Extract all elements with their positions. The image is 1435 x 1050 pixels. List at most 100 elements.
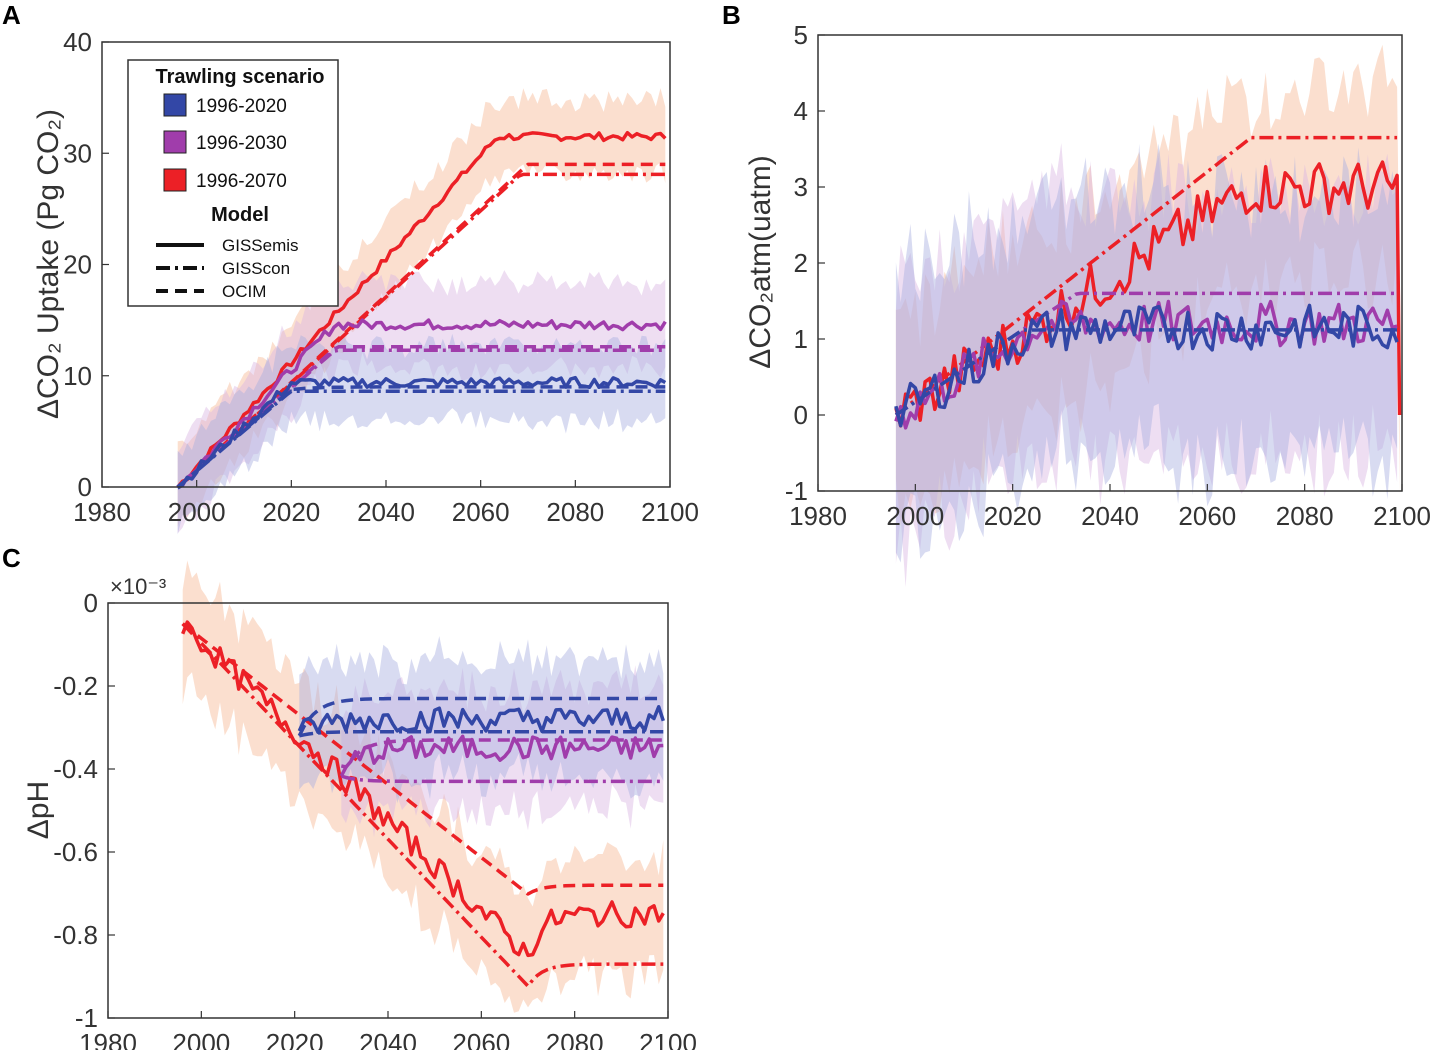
series-1996-2030-GISSemis (340, 734, 664, 769)
legend-model-2: GISScon (222, 259, 290, 278)
y-tick-label: -0.4 (53, 754, 98, 784)
y-tick-label: 0 (794, 400, 808, 430)
series-1996-2030-GISSemis (894, 299, 1398, 430)
x-tick-label: 2000 (172, 1028, 230, 1050)
panel-a-lines (176, 130, 667, 490)
band-1996-2020 (299, 636, 664, 804)
panel-a-ylabel: ΔCO₂ Uptake (Pg CO₂) (32, 109, 65, 419)
x-tick-label: 2040 (359, 1028, 417, 1050)
panel-a-ylabel-text: ΔCO₂ Uptake (Pg CO₂) (32, 109, 65, 419)
y-tick-label: 10 (63, 361, 92, 391)
series-1996-2030-OCIM (176, 345, 666, 489)
series-1996-2030-GISScon (340, 774, 664, 784)
panel-b-lines (894, 135, 1402, 430)
series-1996-2020-GISSemis (297, 705, 665, 734)
legend-box (127, 59, 339, 307)
panel-c-ticks: 1980 2000 2020 2040 2060 2080 2100 -1 -0.8 -0.6 -0… (53, 588, 697, 1050)
panel-c-bands (182, 560, 664, 1013)
series-1996-2070-GISScon (894, 135, 1398, 417)
series-1996-2030-GISSemis (177, 318, 667, 490)
y-tick-label: 2 (794, 248, 808, 278)
legend-swatch-blue (163, 93, 187, 117)
series-1996-2070-GISSemis (176, 130, 667, 489)
band-1996-2070 (182, 560, 664, 1013)
legend-scenario-1: 1996-2020 (196, 96, 287, 117)
panel-c: C 1980 2000 2020 2040 2060 2080 2100 -1 -0.8 -0.6… (2, 543, 697, 1050)
series-1996-2070-OCIM (181, 622, 664, 896)
series-1996-2020-OCIM (297, 696, 664, 737)
legend-model-1: GISSemis (222, 236, 299, 255)
panel-c-yunit: ×10⁻³ (110, 574, 166, 599)
series-1996-2020-GISScon (176, 389, 666, 489)
y-tick-label: -1 (785, 476, 808, 506)
band-1996-2030 (895, 143, 1398, 588)
series-1996-2070-GISScon (181, 622, 664, 988)
x-tick-label: 2100 (1373, 501, 1431, 531)
series-1996-2020-GISScon (298, 729, 664, 738)
y-tick-label: 20 (63, 250, 92, 280)
panel-b-ylabel-text: ΔCO₂atm(uatm) (744, 155, 777, 368)
series-1996-2020-OCIM (176, 385, 666, 489)
band-1996-2070 (895, 44, 1400, 527)
series-1996-2070-OCIM (176, 162, 666, 489)
legend-scenario-3: 1996-2070 (196, 171, 287, 192)
panel-c-lines (181, 620, 665, 988)
x-tick-label: 1980 (79, 1028, 137, 1050)
legend-title: Trawling scenario (156, 66, 325, 88)
x-tick-label: 2100 (641, 497, 699, 527)
panel-label-b: B (722, 0, 741, 30)
legend-model-title: Model (211, 204, 269, 226)
series-1996-2030-OCIM (339, 738, 664, 777)
x-tick-label: 2020 (266, 1028, 324, 1050)
band-1996-2030 (341, 665, 664, 838)
y-tick-label: 3 (794, 172, 808, 202)
panel-b-bands (895, 44, 1400, 588)
x-tick-label: 2080 (546, 1028, 604, 1050)
x-tick-label: 2020 (262, 497, 320, 527)
y-tick-label: 5 (794, 20, 808, 50)
x-tick-label: 1980 (73, 497, 131, 527)
x-tick-label: 2060 (1178, 501, 1236, 531)
panel-b-ticks: 1980 2000 2020 2040 2060 2080 2100 -1 0 1 2 3 4 5 (785, 20, 1431, 531)
panel-label-c: C (2, 543, 21, 573)
x-tick-label: 2080 (1276, 501, 1334, 531)
legend-model-3: OCIM (222, 282, 266, 301)
x-tick-label: 2000 (168, 497, 226, 527)
x-tick-label: 2100 (639, 1028, 697, 1050)
panel-b: B 1980 2000 2020 2040 2060 2080 2100 -1 0 1 2 3 4 5 Δ… (722, 0, 1431, 588)
x-tick-label: 2060 (452, 1028, 510, 1050)
x-tick-label: 2040 (1081, 501, 1139, 531)
series-1996-2070-GISSemis (181, 620, 665, 958)
band-1996-2030 (177, 270, 666, 534)
x-tick-label: 2080 (546, 497, 604, 527)
x-tick-label: 1980 (789, 501, 847, 531)
y-tick-label: -1 (75, 1003, 98, 1033)
band-1996-2020 (895, 143, 1398, 563)
panel-c-ylabel: ΔpH (22, 781, 55, 839)
y-tick-label: 4 (794, 96, 808, 126)
legend: Trawling scenario 1996-2020 1996-2030 19… (127, 59, 339, 307)
y-tick-label: 40 (63, 27, 92, 57)
panel-a: A 1980 2000 2020 2040 2060 2080 2100010203040 … (2, 0, 699, 535)
panel-a-ticks: 1980 2000 2020 2040 2060 2080 2100 0 10 20 30 40 (63, 27, 699, 527)
legend-scenario-2: 1996-2030 (196, 133, 287, 154)
y-tick-label: 30 (63, 138, 92, 168)
y-tick-label: 0 (78, 472, 92, 502)
x-tick-label: 2040 (357, 497, 415, 527)
legend-swatch-red (163, 168, 187, 192)
band-1996-2070 (177, 88, 666, 527)
y-tick-label: 0 (84, 588, 98, 618)
panel-b-ylabel: ΔCO₂atm(uatm) (744, 155, 777, 368)
y-tick-label: -0.2 (53, 671, 98, 701)
x-tick-label: 2000 (886, 501, 944, 531)
x-tick-label: 2020 (984, 501, 1042, 531)
y-tick-label: -0.8 (53, 920, 98, 950)
legend-swatch-purple (163, 130, 187, 154)
y-tick-label: -0.6 (53, 837, 98, 867)
series-1996-2020-GISSemis (894, 303, 1399, 428)
panel-c-ylabel-text: ΔpH (22, 781, 55, 839)
y-tick-label: 1 (794, 324, 808, 354)
panel-label-a: A (2, 0, 21, 30)
x-tick-label: 2060 (452, 497, 510, 527)
